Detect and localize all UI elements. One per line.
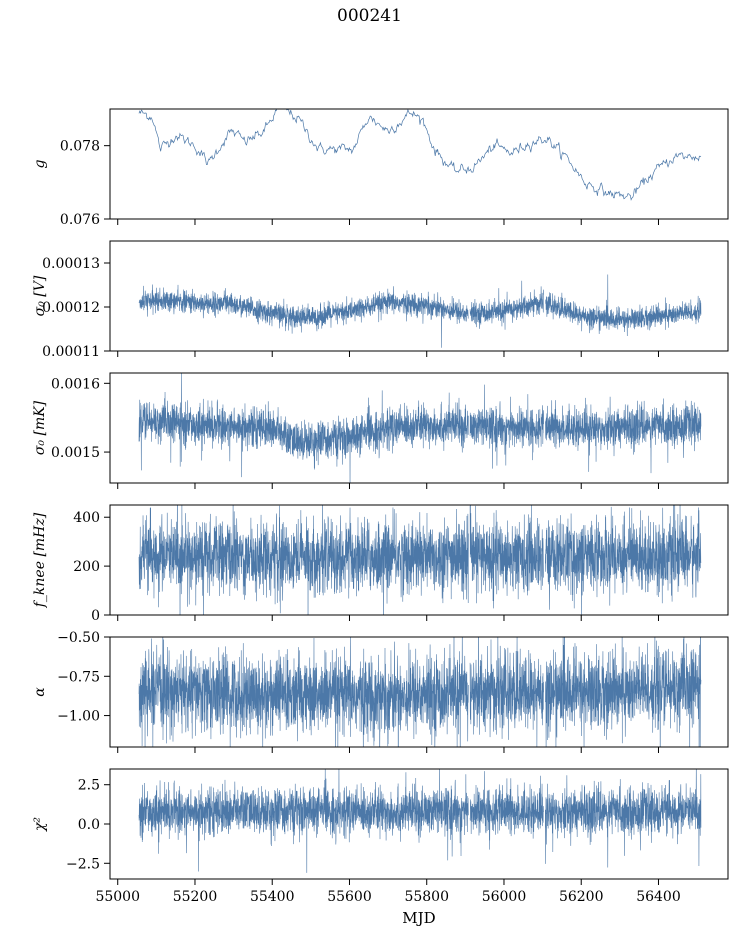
y-axis-label: σ₀ [mK] [32, 400, 48, 455]
series-band [138, 769, 702, 873]
y-tick-label: −0.75 [57, 669, 100, 685]
y-axis-label: f_knee [mHz] [32, 512, 48, 608]
axes-frame [109, 504, 729, 616]
x-tick-label: 56400 [636, 889, 681, 905]
series-band [138, 505, 702, 615]
x-tick-label: 55000 [95, 889, 140, 905]
axes-frame [109, 108, 729, 220]
panel-sigma0-volts: 0.00011 0.00012 0.00013 σ₀ [V] [32, 240, 729, 360]
panel-fknee: 0 200 400 f_knee [mHz] [32, 504, 729, 624]
y-tick-label: 0.0 [78, 817, 100, 833]
y-axis-label: α [32, 687, 48, 697]
panel-chi2: −2.5 0.0 2.5 55000 55200 55400 55600 55800 56000… [32, 768, 729, 905]
y-tick-label: 0 [91, 608, 100, 624]
x-tick-label: 56000 [482, 889, 527, 905]
series-line [138, 109, 702, 201]
y-axis-label: χ² [32, 817, 48, 832]
panel-alpha: −1.00 −0.75 −0.50 α [32, 630, 729, 753]
y-tick-label: 0.0016 [51, 376, 100, 392]
y-tick-label: 0.076 [60, 212, 100, 228]
y-axis-label: g [32, 159, 48, 168]
y-tick-label: −2.5 [66, 856, 100, 872]
series-band [138, 637, 702, 747]
y-tick-label: −1.00 [57, 709, 100, 725]
series-band [138, 274, 702, 348]
series-band [138, 373, 702, 483]
y-tick-label: 0.00012 [42, 300, 100, 316]
y-tick-label: 400 [73, 510, 100, 526]
axes-frame [109, 636, 729, 748]
axes-frame [109, 372, 729, 484]
y-tick-label: 0.0015 [51, 445, 100, 461]
y-tick-label: 0.00013 [42, 256, 100, 272]
figure-title: 000241 [337, 6, 402, 26]
panel-gain: 0.076 0.078 g [32, 108, 729, 228]
x-tick-label: 55200 [173, 889, 218, 905]
y-axis-label: σ₀ [V] [32, 275, 48, 316]
x-axis-label: MJD [402, 909, 435, 927]
x-tick-label: 55400 [250, 889, 295, 905]
y-tick-label: 200 [73, 559, 100, 575]
y-tick-label: 0.00011 [42, 344, 100, 360]
x-tick-label: 56200 [559, 889, 604, 905]
y-tick-label: 2.5 [78, 778, 100, 794]
x-tick-label: 55800 [404, 889, 449, 905]
y-tick-label: −0.50 [57, 630, 100, 646]
axes-frame [109, 240, 729, 352]
x-tick-label: 55600 [327, 889, 372, 905]
y-tick-label: 0.078 [60, 139, 100, 155]
